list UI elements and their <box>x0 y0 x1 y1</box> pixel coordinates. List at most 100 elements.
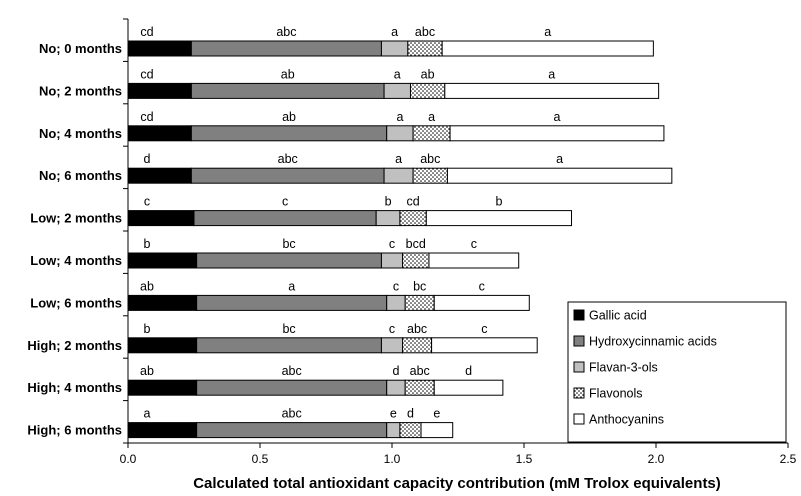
bar-segment-flavan-3-ols <box>386 125 414 142</box>
category-label: No; 2 months <box>39 83 122 98</box>
bar-segment-gallic-acid <box>127 210 195 227</box>
bar-segment-flavan-3-ols <box>380 337 404 354</box>
bar-segment-hydroxycinnamic-acids <box>193 210 377 227</box>
bar-segment-anthocyanins <box>444 82 660 99</box>
bar-segment-flavan-3-ols <box>386 294 406 311</box>
bar-segment-hydroxycinnamic-acids <box>196 422 388 439</box>
category-label: High; 2 months <box>27 338 122 353</box>
legend-box <box>567 301 787 443</box>
category-label: Low; 6 months <box>30 295 122 310</box>
significance-letter: a <box>548 67 555 81</box>
bar-segment-anthocyanins <box>420 422 454 439</box>
significance-letter: ab <box>281 67 295 81</box>
x-tick-label: 2.0 <box>648 452 665 466</box>
significance-letter: bcd <box>406 237 426 251</box>
significance-letter: a <box>544 25 551 39</box>
x-tick-label: 1.0 <box>384 452 401 466</box>
significance-letter: abc <box>407 322 427 336</box>
x-tick-label: 0.5 <box>252 452 269 466</box>
legend-label: Flavan-3-ols <box>589 361 658 375</box>
bar-segment-flavonols <box>404 379 435 396</box>
bar-segment-gallic-acid <box>127 379 198 396</box>
legend-swatch <box>573 387 585 399</box>
significance-letter: ab <box>421 67 435 81</box>
significance-letter: cd <box>140 67 153 81</box>
significance-letter: abc <box>276 25 296 39</box>
significance-letter: cd <box>140 25 153 39</box>
significance-letter: abc <box>410 364 430 378</box>
significance-letter: c <box>389 322 395 336</box>
significance-letter: a <box>396 110 403 124</box>
significance-letter: bc <box>413 279 426 293</box>
significance-letter: abc <box>282 364 302 378</box>
bar-segment-hydroxycinnamic-acids <box>190 167 385 184</box>
significance-letter: a <box>391 25 398 39</box>
significance-letter: b <box>385 195 392 209</box>
significance-letter: c <box>282 195 288 209</box>
significance-letter: a <box>554 110 561 124</box>
bar-segment-anthocyanins <box>433 379 504 396</box>
bar-segment-anthocyanins <box>433 294 530 311</box>
bar-segment-flavonols <box>399 422 422 439</box>
significance-letter: bc <box>282 237 295 251</box>
significance-letter: ab <box>140 364 154 378</box>
category-label: No; 4 months <box>39 126 122 141</box>
significance-letter: a <box>395 152 402 166</box>
bar-segment-gallic-acid <box>127 82 192 99</box>
bar-segment-hydroxycinnamic-acids <box>190 40 382 57</box>
significance-letter: c <box>393 279 399 293</box>
significance-letter: a <box>394 67 401 81</box>
significance-letter: cd <box>140 110 153 124</box>
bar-segment-hydroxycinnamic-acids <box>196 294 388 311</box>
category-label: Low; 2 months <box>30 211 122 226</box>
legend-swatch <box>573 413 585 425</box>
significance-letter: d <box>392 364 399 378</box>
significance-letter: c <box>144 195 150 209</box>
significance-letter: a <box>556 152 563 166</box>
bar-segment-gallic-acid <box>127 167 192 184</box>
bar-segment-anthocyanins <box>428 252 520 269</box>
bar-segment-gallic-acid <box>127 422 198 439</box>
bar-segment-flavan-3-ols <box>380 40 409 57</box>
bar-segment-gallic-acid <box>127 337 198 354</box>
bar-segment-anthocyanins <box>449 125 665 142</box>
bar-segment-hydroxycinnamic-acids <box>196 252 382 269</box>
category-label: No; 6 months <box>39 168 122 183</box>
legend-label: Flavonols <box>589 387 643 401</box>
bar-segment-gallic-acid <box>127 252 198 269</box>
bar-segment-flavan-3-ols <box>386 422 401 439</box>
significance-letter: d <box>407 407 414 421</box>
bar-segment-gallic-acid <box>127 125 192 142</box>
bar-segment-hydroxycinnamic-acids <box>196 337 382 354</box>
legend-swatch <box>573 335 585 347</box>
bar-segment-flavan-3-ols <box>383 82 411 99</box>
bar-segment-flavonols <box>407 40 443 57</box>
x-tick-label: 1.5 <box>516 452 533 466</box>
category-label: Low; 4 months <box>30 253 122 268</box>
bar-segment-flavonols <box>404 294 435 311</box>
significance-letter: c <box>479 279 485 293</box>
significance-letter: abc <box>282 407 302 421</box>
bar-segment-gallic-acid <box>127 40 192 57</box>
x-tick-label: 0.0 <box>120 452 137 466</box>
bar-segment-flavonols <box>402 252 430 269</box>
significance-letter: ab <box>282 110 296 124</box>
bar-segment-flavonols <box>399 210 427 227</box>
significance-letter: c <box>471 237 477 251</box>
significance-letter: b <box>495 195 502 209</box>
x-axis-title: Calculated total antioxidant capacity co… <box>193 475 721 492</box>
legend-label: Anthocyanins <box>589 413 664 427</box>
bar-segment-anthocyanins <box>431 337 538 354</box>
bar-segment-flavan-3-ols <box>386 379 406 396</box>
bar-segment-hydroxycinnamic-acids <box>190 125 388 142</box>
significance-letter: a <box>288 279 295 293</box>
bar-segment-flavan-3-ols <box>380 252 404 269</box>
significance-letter: b <box>144 322 151 336</box>
bar-segment-anthocyanins <box>441 40 654 57</box>
significance-letter: c <box>481 322 487 336</box>
significance-letter: cd <box>407 195 420 209</box>
category-label: High; 4 months <box>27 380 122 395</box>
significance-letter: e <box>433 407 440 421</box>
legend-swatch <box>573 361 585 373</box>
